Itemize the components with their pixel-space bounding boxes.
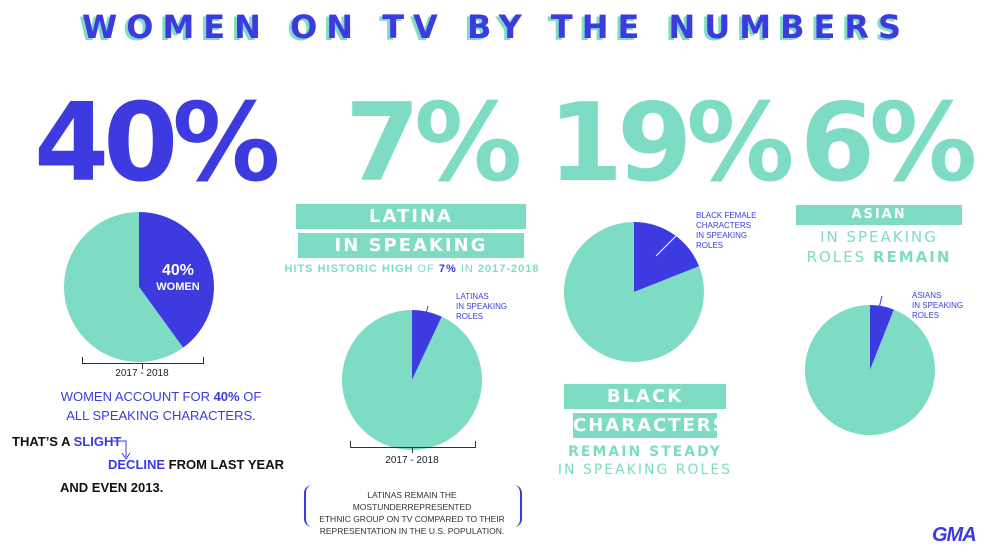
black-callout-3: IN SPEAKING (696, 231, 748, 240)
women-desc-a: WOMEN ACCOUNT FOR (60, 389, 214, 404)
pie-slice-3-0 (870, 305, 894, 370)
year-bracket-latina (350, 441, 476, 448)
asian-callout: ASIANS IN SPEAKING ROLES (912, 291, 963, 321)
women-desc-pct: 40% (213, 389, 240, 404)
title-shadow: WOMEN ON TV BY THE NUMBERS (78, 10, 908, 48)
pie-slice-2-0 (634, 222, 700, 292)
latina-callout-2: IN SPEAKING (456, 302, 508, 311)
women-description: WOMEN ACCOUNT FOR 40% OF ALL SPEAKING CH… (46, 387, 276, 425)
asian-caption-a: ROLES (806, 248, 873, 266)
pie-slice-1-1 (342, 310, 482, 450)
black-caption-line2: IN SPEAKING ROLES (557, 462, 733, 478)
latina-callout: LATINAS IN SPEAKING ROLES (456, 292, 507, 322)
decline-d: FROM LAST YEAR (165, 457, 284, 472)
latina-sub-e: 2017-2018 (477, 263, 540, 275)
decline-word: DECLINE (108, 457, 166, 472)
latina-sub-b: OF (417, 263, 439, 275)
latina-callout-3: ROLES (456, 312, 484, 321)
pie-women-label: 40% WOMEN (148, 263, 208, 295)
latina-note-brace (304, 485, 522, 527)
title-text: WOMEN ON TV BY THE NUMBERS (81, 8, 911, 46)
pie-women-label-pct: 40% (161, 262, 195, 279)
black-caption-line1: REMAIN STEADY (568, 444, 722, 460)
year-label-women: 2017 - 2018 (115, 368, 169, 379)
black-band-line1: BLACK FEMALE (564, 384, 726, 432)
latina-note-1: LATINAS REMAIN THE MOSTUNDERREPRESENTED (352, 490, 472, 512)
latina-band-line1: LATINA CHARACTERS (296, 204, 526, 252)
decline-a: THAT’S A (12, 434, 74, 449)
latina-sub-d: IN (456, 263, 478, 275)
black-callout-4: ROLES (696, 241, 724, 250)
big-number-women: 40% (34, 81, 281, 206)
women-description-line1: WOMEN ACCOUNT FOR 40% OF (46, 387, 276, 406)
women-description-line2: ALL SPEAKING CHARACTERS. (66, 408, 256, 423)
black-callout: BLACK FEMALE CHARACTERS IN SPEAKING ROLE… (696, 211, 756, 251)
pie-slice-0-0 (139, 212, 214, 348)
decline-line1: THAT’S A SLIGHT (12, 430, 292, 453)
pie-women-label-word: WOMEN (156, 281, 200, 293)
slight-arrow (110, 440, 131, 460)
latina-subtitle: HITS HISTORIC HIGH OF 7% IN 2017-2018 (272, 263, 552, 275)
women-desc-c: OF (239, 389, 262, 404)
pie-slice-1-0 (412, 310, 442, 380)
pie-chart-asian (805, 305, 935, 435)
page-title: WOMEN ON TV BY THE NUMBERS WOMEN ON TV B… (0, 8, 992, 52)
black-band-line2: CHARACTERS (573, 413, 728, 438)
asian-band: ASIAN CHARACTERS (796, 205, 962, 242)
latina-note-3: REPRESENTATION IN THE U.S. POPULATION. (319, 526, 505, 536)
asian-caption-line1: IN SPEAKING (820, 228, 938, 246)
latina-note-2: ETHNIC GROUP ON TV COMPARED TO THEIR (319, 514, 505, 524)
year-label-latina: 2017 - 2018 (385, 455, 439, 466)
black-callout-2: CHARACTERS (696, 221, 752, 230)
pie-chart-black (564, 222, 704, 362)
latina-note: LATINAS REMAIN THE MOSTUNDERREPRESENTED … (310, 489, 514, 537)
decline-line3: AND EVEN 2013. (60, 480, 164, 495)
asian-callout-2: IN SPEAKING (912, 301, 964, 310)
year-bracket-notch-latina (412, 447, 413, 453)
black-callout-1: BLACK FEMALE (696, 211, 757, 220)
big-number-latina: 7% (345, 81, 522, 206)
pie-slice-0-1 (63, 212, 184, 362)
pie-slice-3-1 (805, 305, 935, 435)
big-number-black: 19% (548, 81, 795, 206)
pie-chart-latina (342, 310, 482, 450)
asian-callout-1: ASIANS (912, 291, 942, 300)
gma-logo: GMA (932, 524, 977, 546)
decline-slight: SLIGHT (73, 434, 122, 449)
latina-leader-line (421, 305, 429, 329)
pie-chart-women (63, 212, 214, 362)
decline-line2: DECLINE FROM LAST YEAR (12, 453, 292, 476)
big-number-asian: 6% (800, 81, 977, 206)
latina-sub-a: HITS HISTORIC HIGH (284, 263, 418, 275)
latina-callout-1: LATINAS (456, 292, 489, 301)
asian-leader-line (875, 295, 883, 321)
black-leader-line (655, 225, 687, 257)
asian-callout-3: ROLES (912, 311, 940, 320)
pie-slice-2-1 (564, 222, 704, 362)
year-bracket-notch (142, 363, 143, 369)
latina-sub-c: 7% (438, 263, 457, 275)
asian-caption-line2: ROLES REMAIN (796, 248, 962, 266)
decline-note: THAT’S A SLIGHT DECLINE FROM LAST YEAR A… (12, 430, 292, 499)
asian-caption-b: REMAIN (872, 248, 952, 266)
latina-band-line2: IN SPEAKING ROLES (298, 233, 524, 281)
year-bracket-women (82, 357, 204, 364)
